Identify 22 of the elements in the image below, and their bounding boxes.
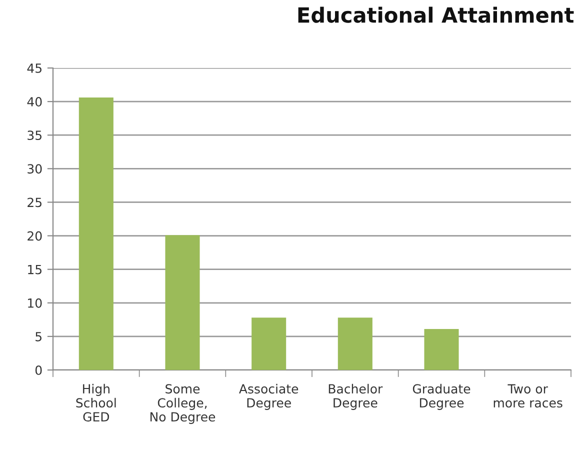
x-tick-label: Bachelor Degree <box>328 384 383 410</box>
y-tick-label: 10 <box>28 298 42 308</box>
y-tick-label: 15 <box>28 264 42 274</box>
y-tick-label: 45 <box>27 64 42 73</box>
x-tick-label: High School GED <box>76 384 116 422</box>
x-tick-label: Two or more races <box>494 384 562 408</box>
y-tick-label: 0 <box>35 365 42 375</box>
y-tick-label: 30 <box>28 164 42 174</box>
bar <box>78 98 114 370</box>
x-tick-label: Graduate Degree <box>412 384 470 410</box>
y-tick-label: 5 <box>36 332 42 342</box>
chart-title: Educational Attainment <box>298 6 574 23</box>
x-tick-label: Some College, No Degree <box>150 384 216 424</box>
y-tick-label: 25 <box>28 198 42 208</box>
bar <box>165 235 200 370</box>
bar <box>338 318 372 370</box>
bar <box>424 329 459 370</box>
bar <box>252 318 286 370</box>
y-tick-label: 40 <box>27 97 42 106</box>
x-tick-label: Associate Degree <box>239 384 298 410</box>
y-tick-label: 20 <box>28 231 42 241</box>
y-tick-label: 35 <box>28 130 42 140</box>
